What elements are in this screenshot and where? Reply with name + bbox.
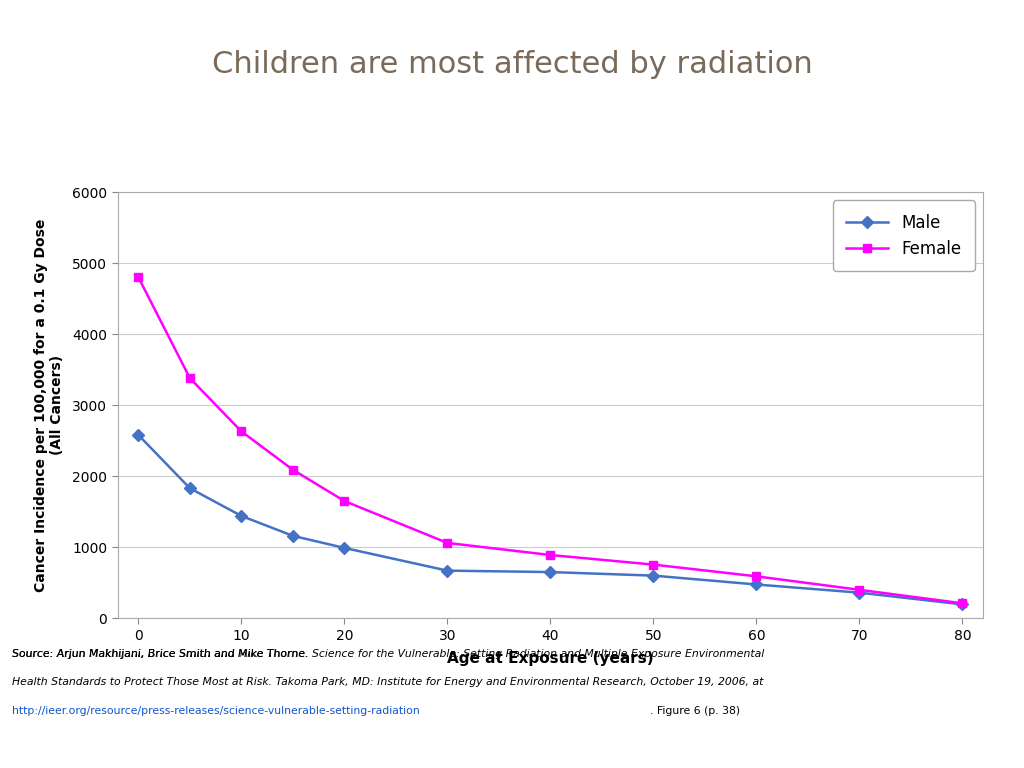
Female xyxy=(956,599,969,608)
Male xyxy=(853,588,865,598)
Text: http://ieer.org/resource/press-releases/science-vulnerable-setting-radiation: http://ieer.org/resource/press-releases/… xyxy=(12,706,420,716)
Text: Source: Arjun Makhijani, Brice Smith and Mike Thorne. Science for the Vulnerable: Source: Arjun Makhijani, Brice Smith and… xyxy=(12,649,765,659)
Male xyxy=(236,511,248,521)
Line: Female: Female xyxy=(134,273,967,607)
Male xyxy=(132,430,144,439)
Legend: Male, Female: Male, Female xyxy=(833,200,975,271)
Female xyxy=(132,273,144,282)
Female xyxy=(853,585,865,594)
Female xyxy=(647,560,659,569)
Male xyxy=(287,531,299,541)
Male xyxy=(751,580,763,589)
Female xyxy=(545,551,557,560)
Line: Male: Male xyxy=(134,431,967,608)
Text: Source: Arjun Makhijani, Brice Smith and Mike Thorne.: Source: Arjun Makhijani, Brice Smith and… xyxy=(12,649,312,659)
Female xyxy=(338,496,350,505)
Text: Health Standards to Protect Those Most at Risk. Takoma Park, MD: Institute for E: Health Standards to Protect Those Most a… xyxy=(12,677,764,687)
Female xyxy=(183,373,196,382)
Text: Children are most affected by radiation: Children are most affected by radiation xyxy=(212,50,812,79)
Female xyxy=(751,571,763,581)
Male xyxy=(338,543,350,552)
Text: . Figure 6 (p. 38): . Figure 6 (p. 38) xyxy=(650,706,740,716)
Male xyxy=(647,571,659,581)
Female xyxy=(287,465,299,475)
Y-axis label: Cancer Incidence per 100,000 for a 0.1 Gy Dose
(All Cancers): Cancer Incidence per 100,000 for a 0.1 G… xyxy=(34,218,63,592)
Male xyxy=(545,568,557,577)
Male xyxy=(956,600,969,609)
Male xyxy=(441,566,454,575)
Male xyxy=(183,484,196,493)
Female xyxy=(236,427,248,436)
Female xyxy=(441,538,454,548)
X-axis label: Age at Exposure (years): Age at Exposure (years) xyxy=(447,651,653,666)
